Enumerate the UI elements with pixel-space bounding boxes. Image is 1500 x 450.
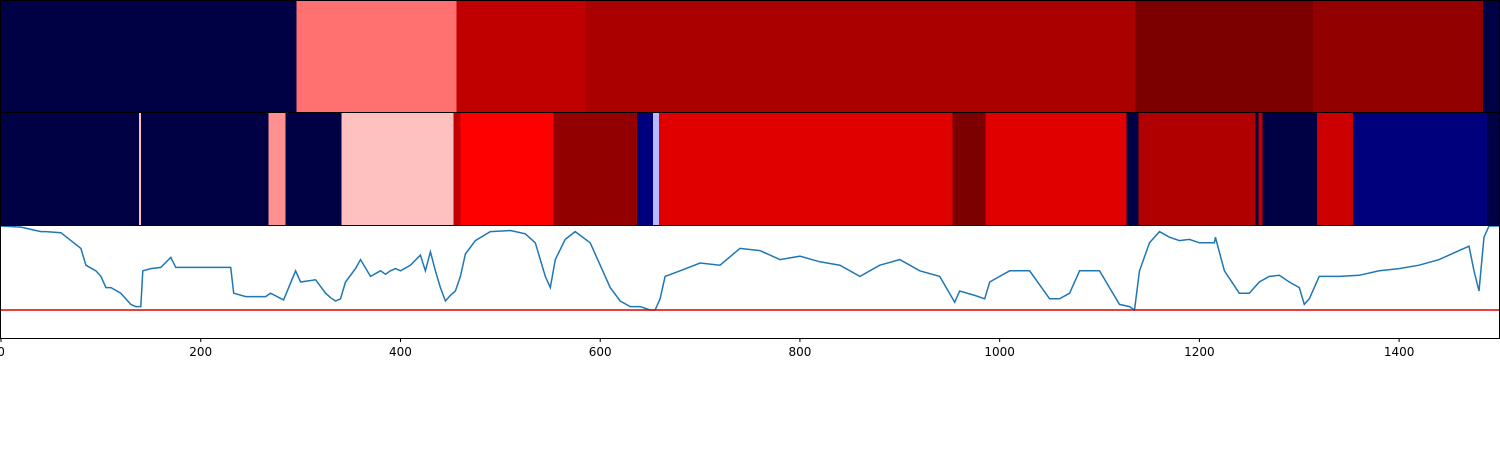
middle-band-segment-8	[553, 113, 638, 225]
top-band-segment-0	[1, 1, 297, 112]
middle-band-segment-17	[1258, 113, 1263, 225]
top-heatmap-band	[1, 1, 1499, 112]
middle-band-segment-20	[1353, 113, 1488, 225]
middle-band-segment-1	[138, 113, 141, 225]
middle-band-segment-3	[268, 113, 286, 225]
middle-band-segment-18	[1262, 113, 1318, 225]
signal-frame	[0, 225, 1500, 339]
x-tick-label-0: 0	[0, 345, 5, 359]
middle-band-segment-11	[659, 113, 953, 225]
x-tick-label-3: 600	[589, 345, 612, 359]
x-tick-label-2: 400	[389, 345, 412, 359]
top-band-segment-5	[1313, 1, 1484, 112]
x-tick-label-7: 1400	[1384, 345, 1415, 359]
x-axis: 0 200 400 600 800 1000 1200 1400	[0, 338, 1414, 359]
middle-heatmap-band	[1, 113, 1499, 225]
top-band-segment-1	[296, 1, 457, 112]
middle-band-segment-5	[341, 113, 454, 225]
middle-band-segment-2	[140, 113, 269, 225]
top-band-segment-4	[1135, 1, 1314, 112]
middle-band-segment-4	[285, 113, 342, 225]
top-band-segment-2	[456, 1, 587, 112]
signal-line-panel	[0, 225, 1499, 312]
middle-band-segment-10	[653, 113, 660, 225]
middle-band-segment-16	[1255, 113, 1259, 225]
middle-band-segment-21	[1487, 113, 1499, 225]
top-band-segment-6	[1483, 1, 1499, 112]
x-tick-label-6: 1200	[1184, 345, 1215, 359]
middle-band-segment-6	[453, 113, 461, 225]
middle-band-segment-15	[1138, 113, 1256, 225]
x-tick-label-1: 200	[189, 345, 212, 359]
x-tick-label-5: 1000	[984, 345, 1015, 359]
middle-band-segment-9	[637, 113, 654, 225]
middle-band-segment-19	[1317, 113, 1354, 225]
middle-band-segment-14	[1126, 113, 1139, 225]
middle-band-segment-12	[952, 113, 986, 225]
middle-band-segment-0	[1, 113, 139, 225]
top-band-segment-3	[586, 1, 1136, 112]
middle-band-segment-13	[985, 113, 1127, 225]
middle-band-segment-7	[460, 113, 554, 225]
signal-series-line	[0, 225, 1499, 312]
x-tick-label-4: 800	[788, 345, 811, 359]
